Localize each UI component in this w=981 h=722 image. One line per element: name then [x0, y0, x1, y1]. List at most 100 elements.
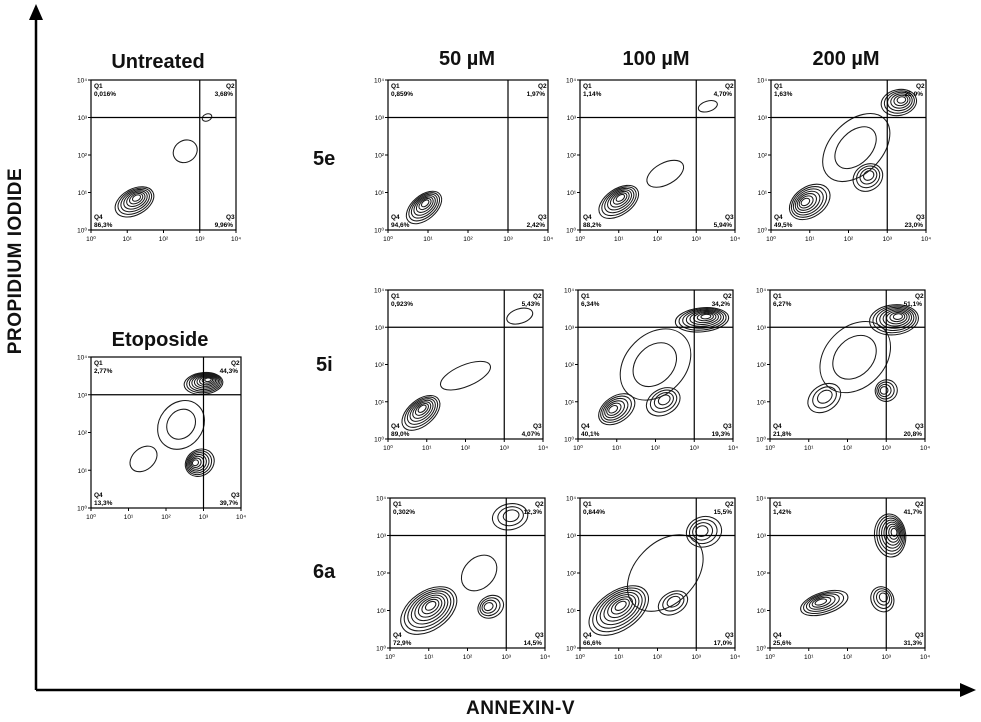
contour-line — [415, 196, 434, 213]
plot-frame — [769, 497, 926, 649]
contour-line — [685, 515, 723, 548]
contour-line — [859, 167, 878, 185]
y-tick-label: 10¹ — [567, 190, 577, 197]
contour-line — [604, 187, 635, 214]
y-tick-label: 10¹ — [377, 608, 387, 615]
y-tick-label: 10³ — [567, 533, 577, 540]
y-tick-label: 10¹ — [78, 190, 88, 197]
y-tick-label: 10⁴ — [376, 496, 386, 503]
x-tick-label: 10⁴ — [236, 514, 246, 521]
row-label-6a: 6a — [313, 561, 336, 583]
y-tick-label: 10⁰ — [756, 645, 766, 653]
contour-group — [405, 190, 443, 225]
contour-line — [800, 589, 849, 617]
y-tick-label: 10¹ — [757, 399, 767, 406]
contour-line — [414, 594, 446, 622]
quadrant-q1-value: 0,859% — [391, 91, 413, 98]
figure-axes — [29, 4, 976, 697]
y-tick-label: 10⁰ — [566, 227, 576, 235]
x-tick-label: 10³ — [882, 654, 892, 661]
contour-line — [421, 598, 440, 615]
quadrant-q1-name: Q1 — [391, 83, 400, 90]
quadrant-q1-name: Q1 — [393, 501, 402, 508]
contour-line — [798, 195, 814, 209]
y-axis-title: PROPIDIUM IODIDE — [5, 167, 26, 355]
quadrant-q1-name: Q1 — [94, 83, 103, 90]
quadrant-q3-value: 14,5% — [524, 640, 543, 647]
x-tick-label: 10⁰ — [575, 653, 585, 661]
contour-line — [800, 197, 811, 207]
contour-line — [814, 598, 828, 606]
contour-line — [805, 593, 840, 612]
contour-line — [602, 397, 629, 421]
plot-frame — [769, 289, 926, 440]
x-tick-label: 10³ — [195, 236, 205, 243]
contour-line — [646, 159, 685, 188]
y-tick-label: 10³ — [757, 325, 767, 332]
contour-line — [606, 402, 622, 416]
contour-line — [888, 525, 899, 540]
contour-line — [682, 308, 725, 329]
quadrant-q1-name: Q1 — [774, 83, 783, 90]
plot-frame — [579, 497, 736, 649]
y-tick-label: 10² — [757, 571, 767, 578]
x-tick-label: 10⁴ — [728, 445, 738, 452]
row-label-5e: 5e — [313, 148, 336, 170]
contour-line — [874, 379, 898, 402]
contour-line — [883, 90, 915, 114]
quadrant-q2-name: Q2 — [725, 83, 734, 90]
contour-line — [405, 190, 443, 225]
y-tick-label: 10⁴ — [564, 288, 574, 295]
contour-line — [479, 597, 501, 617]
contour-line — [502, 509, 520, 523]
contour-line — [890, 93, 911, 109]
contour-line — [608, 404, 619, 414]
contour-line — [615, 193, 626, 202]
y-tick-label: 10² — [375, 153, 385, 160]
contour-line — [614, 600, 627, 611]
x-tick-label: 10⁰ — [573, 444, 583, 452]
y-tick-label: 10⁰ — [77, 227, 87, 235]
quadrant-q4-value: 89,0% — [391, 431, 410, 438]
quadrant-q4-name: Q4 — [774, 214, 783, 221]
contour-line — [123, 190, 148, 210]
quadrant-q1-value: 1,42% — [773, 509, 792, 516]
contour-line — [172, 139, 198, 164]
contour-line — [404, 396, 439, 428]
contour-line — [120, 188, 150, 213]
y-tick-label: 10⁴ — [374, 78, 384, 85]
y-tick-label: 10⁰ — [374, 227, 384, 235]
x-axis-arrowhead — [960, 683, 976, 697]
quadrant-q1-value: 0,016% — [94, 91, 116, 98]
contour-group — [788, 88, 918, 221]
x-tick-label: 10¹ — [614, 654, 624, 661]
contour-line — [822, 113, 891, 183]
x-tick-label: 10¹ — [614, 236, 624, 243]
quadrant-q2-value: 4,70% — [714, 91, 733, 98]
quadrant-q3-value: 5,94% — [714, 222, 733, 229]
contour-line — [410, 193, 438, 219]
quadrant-q3-value: 23,0% — [905, 222, 924, 229]
contour-group — [598, 307, 730, 426]
quadrant-q3-name: Q3 — [916, 214, 925, 221]
contour-line — [413, 195, 436, 216]
column-header-50: 50 µM — [439, 48, 495, 70]
quadrant-q2-value: 5,43% — [522, 301, 541, 308]
contour-line — [893, 94, 909, 107]
quadrant-q2-name: Q2 — [915, 293, 924, 300]
quadrant-q4-value: 49,5% — [774, 222, 793, 229]
quadrant-q1-value: 1,63% — [774, 91, 793, 98]
quadrant-q1-value: 6,34% — [581, 301, 600, 308]
y-tick-label: 10² — [567, 153, 577, 160]
contour-line — [204, 377, 212, 383]
contour-line — [460, 554, 498, 592]
quadrant-q4-value: 21,8% — [773, 431, 792, 438]
x-tick-label: 10² — [159, 236, 169, 243]
contour-line — [852, 163, 884, 192]
y-tick-label: 10⁰ — [376, 645, 386, 653]
y-tick-label: 10² — [757, 362, 767, 369]
quadrant-q1-name: Q1 — [773, 501, 782, 508]
